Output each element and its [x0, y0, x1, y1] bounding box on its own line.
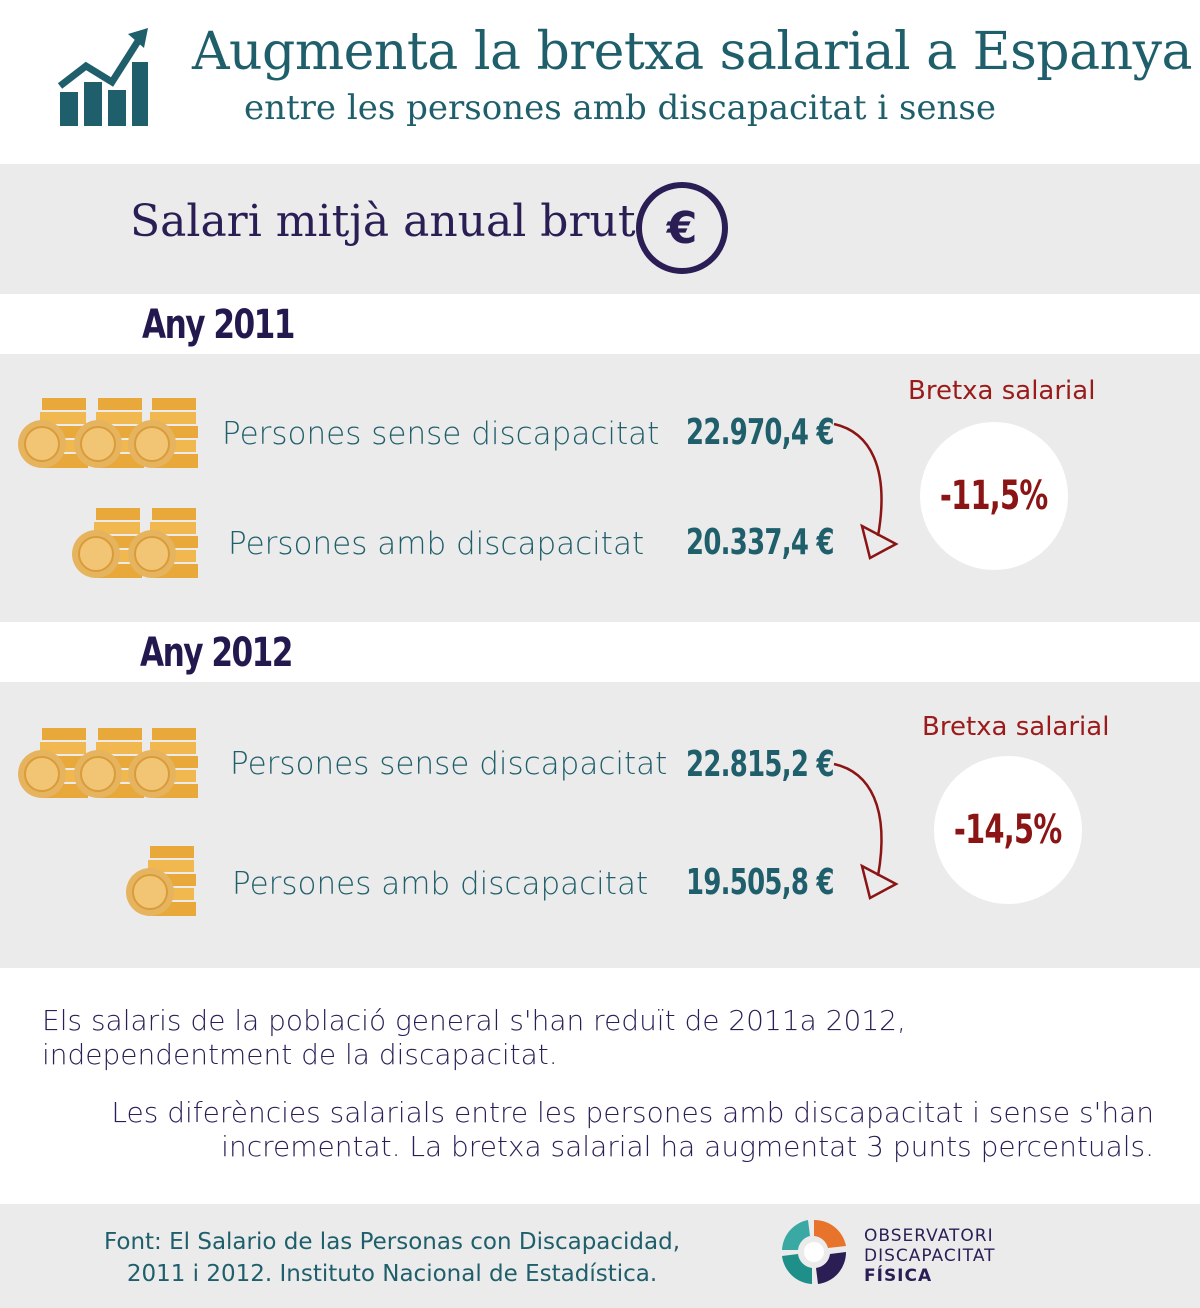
coin-stack-icon	[126, 846, 196, 916]
coin-stacks-icon	[18, 398, 198, 468]
growth-chart-icon	[58, 28, 148, 126]
salary-section-title: Salari mitjà anual brut	[130, 196, 636, 247]
observatori-logo-text: OBSERVATORI DISCAPACITAT FÍSICA	[864, 1226, 996, 1286]
value-without-disability-2012: 22.815,2 €	[686, 744, 834, 785]
curved-arrow-icon	[833, 422, 899, 560]
year-2011-heading: Any 2011	[142, 302, 295, 348]
logo-line-1: OBSERVATORI	[864, 1226, 994, 1246]
observatori-logo-icon	[782, 1219, 847, 1284]
label-without-disability-2012: Persones sense discapacitat	[230, 746, 668, 782]
value-without-disability-2011: 22.970,4 €	[686, 412, 834, 453]
gap-value-2012: -14,5%	[954, 807, 1062, 853]
source-citation: Font: El Salario de las Personas con Dis…	[82, 1226, 702, 1290]
gap-label-2012: Bretxa salarial	[922, 712, 1110, 742]
coin-stacks-icon	[18, 728, 198, 798]
label-with-disability-2012: Persones amb discapacitat	[232, 866, 649, 902]
note-gap-increase-line1: Les diferències salarials entre les pers…	[111, 1096, 1154, 1129]
page-title: Augmenta la bretxa salarial a Espanya	[192, 22, 1192, 82]
source-line-2: 2011 i 2012. Instituto Nacional de Estad…	[126, 1261, 658, 1287]
euro-glyph: €	[666, 202, 698, 254]
label-without-disability-2011: Persones sense discapacitat	[222, 416, 660, 452]
source-line-1: Font: El Salario de las Personas con Dis…	[103, 1229, 681, 1255]
value-with-disability-2012: 19.505,8 €	[686, 862, 834, 903]
logo-line-3-text: FÍSICA	[864, 1266, 933, 1286]
coin-stacks-icon	[72, 508, 198, 578]
gap-badge-2012: -14,5%	[934, 756, 1082, 904]
gap-badge-2011: -11,5%	[920, 422, 1068, 570]
logo-line-2: DISCAPACITAT	[864, 1246, 996, 1266]
note-gap-increase-line2: incrementat. La bretxa salarial ha augme…	[221, 1130, 1154, 1163]
label-with-disability-2011: Persones amb discapacitat	[228, 526, 645, 562]
value-with-disability-2011: 20.337,4 €	[686, 522, 834, 563]
year-2012-heading: Any 2012	[140, 630, 293, 676]
note-general-population: Els salaris de la població general s'han…	[42, 1004, 906, 1071]
salary-section-band	[0, 164, 1200, 294]
logo-line-3: FÍSICA	[864, 1266, 996, 1286]
page-subtitle: entre les persones amb discapacitat i se…	[244, 88, 997, 128]
curved-arrow-icon	[833, 762, 899, 900]
footer-band	[0, 1204, 1200, 1308]
gap-label-2011: Bretxa salarial	[908, 376, 1096, 406]
note-gap-increase: Les diferències salarials entre les pers…	[60, 1096, 1154, 1164]
gap-value-2011: -11,5%	[940, 473, 1048, 519]
euro-icon: €	[636, 182, 728, 274]
